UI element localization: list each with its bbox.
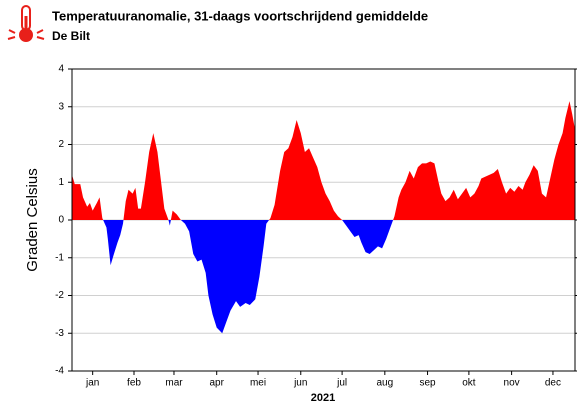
y-tick-label: 3 [58,101,64,112]
plot-frame [71,68,576,372]
x-tick-label: mei [250,378,266,389]
x-axis-label: 2021 [311,392,335,404]
x-tick-label: sep [419,378,436,389]
y-tick-label: -2 [55,290,64,301]
x-tick-label: okt [462,378,476,389]
x-tick-label: jan [85,378,99,389]
y-tick-label: -4 [55,366,64,377]
y-tick-label: 0 [58,215,64,226]
x-tick-label: jul [336,378,347,389]
y-tick-label: 1 [58,177,64,188]
y-tick-label: 2 [58,139,64,150]
x-tick-label: jun [293,378,307,389]
chart-title: Temperatuuranomalie, 31-daags voortschri… [52,8,428,23]
y-tick-label: 4 [58,64,64,75]
thermometer-icon [7,5,45,42]
area-positive [72,101,575,220]
x-tick-label: feb [127,378,141,389]
y-axis-label: Graden Celsius [24,168,41,271]
area-negative [72,220,575,334]
y-tick-label: -1 [55,252,64,263]
x-tick-label: apr [209,378,224,389]
x-tick-label: aug [376,378,393,389]
x-tick-label: nov [504,378,520,389]
x-tick-label: mar [165,378,183,389]
x-tick-label: dec [545,378,561,389]
chart-subtitle: De Bilt [52,29,90,43]
y-tick-label: -3 [55,328,64,339]
